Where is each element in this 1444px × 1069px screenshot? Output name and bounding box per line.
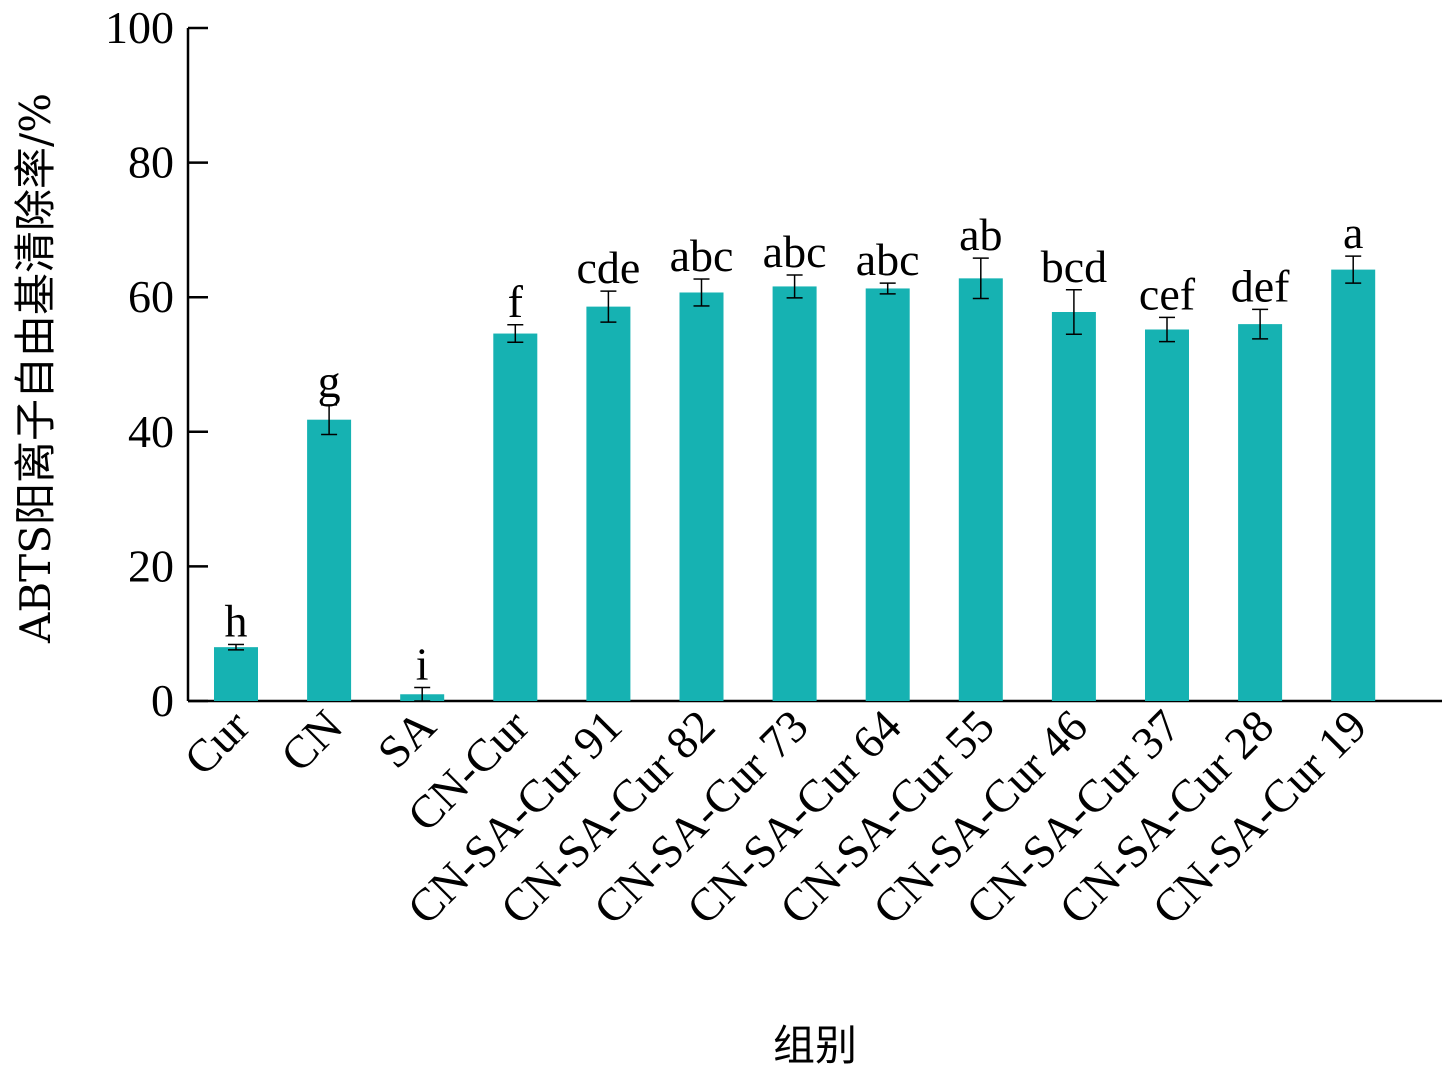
significance-letter: abc	[670, 230, 734, 281]
significance-letter: h	[225, 595, 248, 646]
bar	[772, 286, 817, 701]
bar	[865, 288, 910, 701]
bar	[1331, 269, 1376, 701]
category-label: SA	[368, 700, 446, 778]
bars	[214, 269, 1376, 701]
bar	[493, 333, 538, 701]
significance-letter: cef	[1139, 268, 1196, 319]
bar	[1145, 329, 1189, 701]
bar	[586, 306, 631, 701]
significance-letter: ab	[959, 209, 1002, 260]
y-ticks: 0 20 40 60 80 100	[105, 2, 208, 726]
bar	[1051, 312, 1096, 701]
x-axis-title: 组别	[773, 1021, 857, 1069]
significance-letter: g	[318, 356, 341, 407]
bar	[307, 419, 352, 701]
significance-letter: f	[508, 276, 524, 327]
significance-letter: abc	[763, 226, 827, 277]
y-tick-label: 20	[128, 540, 174, 591]
category-label: CN	[271, 700, 352, 781]
bar	[679, 292, 724, 701]
bar	[958, 278, 1003, 701]
y-tick-label: 80	[128, 137, 174, 188]
bar	[214, 647, 258, 701]
category-label: Cur	[174, 700, 259, 785]
significance-letter: def	[1231, 260, 1290, 311]
significance-letter: bcd	[1041, 241, 1107, 292]
y-tick-label: 100	[105, 2, 174, 53]
y-tick-label: 0	[151, 675, 174, 726]
significance-letter: abc	[856, 234, 920, 285]
y-tick-label: 40	[128, 406, 174, 457]
bar	[1238, 324, 1283, 701]
error-bars	[228, 255, 1362, 702]
y-tick-label: 60	[128, 271, 174, 322]
significance-letter: cde	[576, 242, 640, 293]
significance-letter: a	[1343, 207, 1363, 258]
y-axis-title: ABTS阳离子自由基清除率/%	[11, 93, 60, 644]
significance-letter: i	[416, 639, 429, 690]
